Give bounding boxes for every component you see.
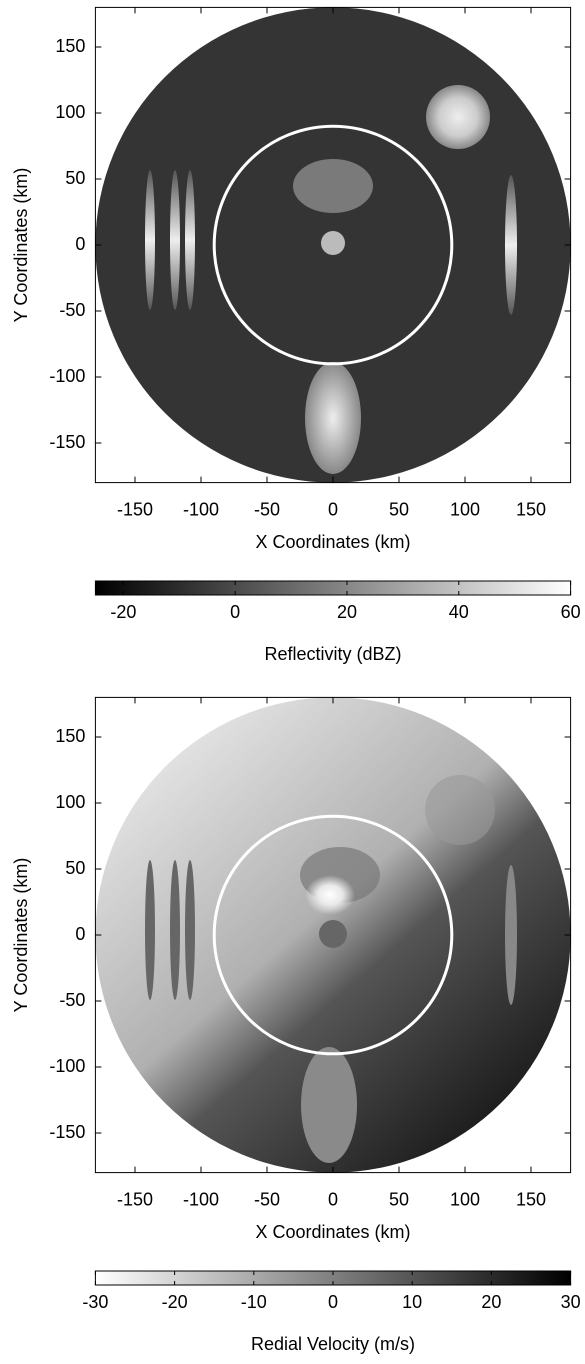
x-axis-label: X Coordinates (km) xyxy=(255,1222,410,1242)
colorbar-tick-label: 40 xyxy=(449,602,469,622)
velocity-image xyxy=(95,697,571,1173)
colorbar-tick-label: 60 xyxy=(561,602,581,622)
y-tick-label: 0 xyxy=(75,924,85,944)
x-tick-label: -100 xyxy=(183,499,219,519)
colorbar-tick-label: 20 xyxy=(481,1292,501,1312)
y-tick-label: 150 xyxy=(55,726,85,746)
colorbar-tick-label: 30 xyxy=(561,1292,581,1312)
x-tick-label: 0 xyxy=(328,499,338,519)
y-tick-label: 100 xyxy=(55,102,85,122)
x-tick-label: -150 xyxy=(117,1189,153,1209)
y-tick-label: 50 xyxy=(65,168,85,188)
x-tick-label: -50 xyxy=(254,499,280,519)
colorbar-tick-label: -20 xyxy=(162,1292,188,1312)
y-tick-label: 50 xyxy=(65,858,85,878)
x-tick-label: -50 xyxy=(254,1189,280,1209)
colorbar-tick-label: 0 xyxy=(230,602,240,622)
x-tick-label: 150 xyxy=(516,499,546,519)
colorbar-tick-label: -30 xyxy=(82,1292,108,1312)
y-tick-label: 100 xyxy=(55,792,85,812)
y-tick-label: -100 xyxy=(49,1056,85,1076)
x-axis-label: X Coordinates (km) xyxy=(255,532,410,552)
y-tick-label: -50 xyxy=(59,300,85,320)
x-tick-label: 50 xyxy=(389,1189,409,1209)
colorbar-label: Reflectivity (dBZ) xyxy=(264,644,401,664)
x-tick-label: -100 xyxy=(183,1189,219,1209)
x-tick-label: 100 xyxy=(450,1189,480,1209)
colorbar-tick-label: -10 xyxy=(241,1292,267,1312)
y-tick-label: 150 xyxy=(55,36,85,56)
colorbar-tick-label: 0 xyxy=(328,1292,338,1312)
y-tick-label: 0 xyxy=(75,234,85,254)
y-tick-label: -100 xyxy=(49,366,85,386)
x-tick-label: 150 xyxy=(516,1189,546,1209)
y-axis-label: Y Coordinates (km) xyxy=(11,858,31,1013)
colorbar xyxy=(94,580,572,596)
y-tick-label: -150 xyxy=(49,432,85,452)
y-axis-label: Y Coordinates (km) xyxy=(11,168,31,323)
y-tick-label: -150 xyxy=(49,1122,85,1142)
colorbar-label: Redial Velocity (m/s) xyxy=(251,1334,415,1354)
colorbar-tick-label: -20 xyxy=(110,602,136,622)
x-tick-label: 50 xyxy=(389,499,409,519)
x-tick-label: 0 xyxy=(328,1189,338,1209)
reflectivity-image xyxy=(95,7,571,483)
y-tick-label: -50 xyxy=(59,990,85,1010)
colorbar-tick-label: 20 xyxy=(337,602,357,622)
x-tick-label: -150 xyxy=(117,499,153,519)
colorbar-tick-label: 10 xyxy=(402,1292,422,1312)
x-tick-label: 100 xyxy=(450,499,480,519)
